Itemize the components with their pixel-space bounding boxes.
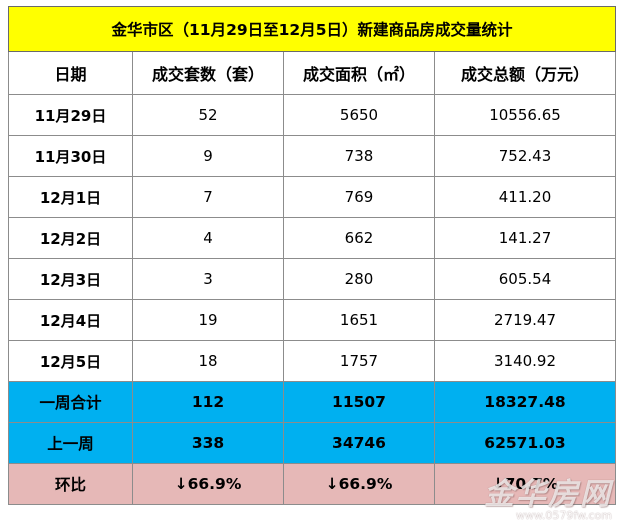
last-week-row: 上一周 338 34746 62571.03 [8, 422, 616, 464]
week-total-area: 11507 [283, 381, 435, 423]
week-total-units: 112 [132, 381, 284, 423]
header-row: 日期 成交套数（套） 成交面积（㎡） 成交总额（万元） [8, 51, 616, 95]
ratio-units: ↓66.9% [132, 463, 284, 505]
row-units: 18 [132, 340, 284, 382]
watermark-url: www.0579fw.com [515, 509, 612, 522]
row-area: 280 [283, 258, 435, 300]
row-date: 12月3日 [8, 258, 133, 300]
row-units: 9 [132, 135, 284, 177]
row-date: 11月29日 [8, 94, 133, 136]
table-title-row: 金华市区（11月29日至12月5日）新建商品房成交量统计 [8, 6, 616, 52]
row-units: 4 [132, 217, 284, 259]
last-week-amount: 62571.03 [434, 422, 616, 464]
row-amount: 411.20 [434, 176, 616, 218]
table-row: 11月30日 9 738 752.43 [8, 135, 616, 177]
week-total-amount: 18327.48 [434, 381, 616, 423]
last-week-units: 338 [132, 422, 284, 464]
row-amount: 752.43 [434, 135, 616, 177]
week-total-label: 一周合计 [8, 381, 133, 423]
row-area: 5650 [283, 94, 435, 136]
table-row: 12月3日 3 280 605.54 [8, 258, 616, 300]
ratio-area: ↓66.9% [283, 463, 435, 505]
table-row: 11月29日 52 5650 10556.65 [8, 94, 616, 136]
row-area: 1651 [283, 299, 435, 341]
ratio-label: 环比 [8, 463, 133, 505]
last-week-label: 上一周 [8, 422, 133, 464]
last-week-area: 34746 [283, 422, 435, 464]
table-row: 12月4日 19 1651 2719.47 [8, 299, 616, 341]
table-row: 12月1日 7 769 411.20 [8, 176, 616, 218]
row-area: 1757 [283, 340, 435, 382]
header-area: 成交面积（㎡） [283, 51, 435, 95]
row-units: 19 [132, 299, 284, 341]
table-row: 12月2日 4 662 141.27 [8, 217, 616, 259]
statistics-table-container: 金华市区（11月29日至12月5日）新建商品房成交量统计 日期 成交套数（套） … [8, 6, 616, 505]
row-area: 769 [283, 176, 435, 218]
table-row: 12月5日 18 1757 3140.92 [8, 340, 616, 382]
ratio-row: 环比 ↓66.9% ↓66.9% ↓70.7% [8, 463, 616, 505]
row-area: 662 [283, 217, 435, 259]
header-amount: 成交总额（万元） [434, 51, 616, 95]
sales-statistics-table: 金华市区（11月29日至12月5日）新建商品房成交量统计 日期 成交套数（套） … [8, 6, 616, 505]
row-date: 11月30日 [8, 135, 133, 177]
row-units: 52 [132, 94, 284, 136]
row-date: 12月5日 [8, 340, 133, 382]
row-date: 12月1日 [8, 176, 133, 218]
week-total-row: 一周合计 112 11507 18327.48 [8, 381, 616, 423]
row-amount: 2719.47 [434, 299, 616, 341]
header-units: 成交套数（套） [132, 51, 284, 95]
row-amount: 3140.92 [434, 340, 616, 382]
row-date: 12月2日 [8, 217, 133, 259]
ratio-amount: ↓70.7% [434, 463, 616, 505]
row-amount: 605.54 [434, 258, 616, 300]
row-amount: 10556.65 [434, 94, 616, 136]
row-date: 12月4日 [8, 299, 133, 341]
header-date: 日期 [8, 51, 133, 95]
row-units: 7 [132, 176, 284, 218]
row-amount: 141.27 [434, 217, 616, 259]
row-area: 738 [283, 135, 435, 177]
table-title: 金华市区（11月29日至12月5日）新建商品房成交量统计 [8, 6, 616, 52]
row-units: 3 [132, 258, 284, 300]
